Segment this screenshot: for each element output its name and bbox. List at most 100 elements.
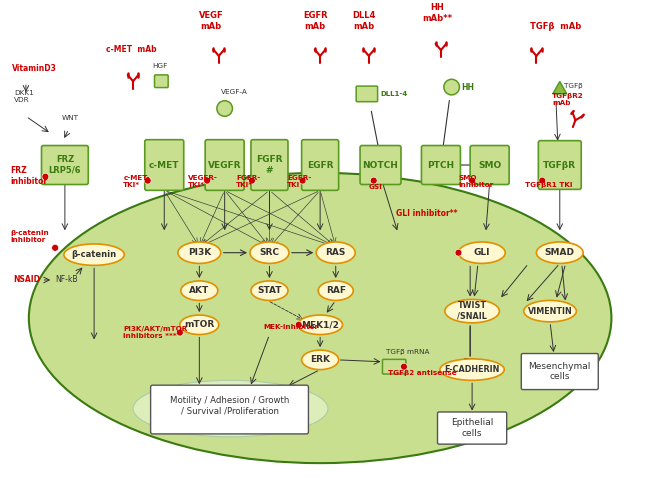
Text: Motility / Adhesion / Growth
/ Survival /Proliferation: Motility / Adhesion / Growth / Survival … <box>170 396 289 415</box>
Text: TGFβ mRNA: TGFβ mRNA <box>386 349 430 355</box>
Text: Epithelial
cells: Epithelial cells <box>451 418 493 438</box>
Circle shape <box>217 101 233 116</box>
Text: HH: HH <box>462 83 474 91</box>
FancyBboxPatch shape <box>42 146 88 184</box>
Ellipse shape <box>133 380 328 437</box>
Text: β-catenin: β-catenin <box>72 250 116 259</box>
Text: NF-kB: NF-kB <box>55 275 77 284</box>
Polygon shape <box>552 81 567 94</box>
Text: MEK-inhibitor: MEK-inhibitor <box>264 324 318 330</box>
Ellipse shape <box>298 315 343 334</box>
Ellipse shape <box>318 281 353 301</box>
FancyBboxPatch shape <box>356 86 378 102</box>
Text: TGFβR: TGFβR <box>543 161 577 169</box>
Text: PTCH: PTCH <box>427 161 454 169</box>
Circle shape <box>176 329 183 336</box>
Text: NSAID: NSAID <box>13 275 40 284</box>
Text: GLI inhibitor**: GLI inhibitor** <box>396 209 458 218</box>
Text: VIMENTIN: VIMENTIN <box>528 307 573 316</box>
Text: EGFR-
TKI: EGFR- TKI <box>287 175 311 188</box>
Text: SMAD: SMAD <box>545 248 575 257</box>
Text: RAS: RAS <box>326 248 346 257</box>
Text: FGFR-
TKI*: FGFR- TKI* <box>237 175 261 188</box>
Text: MEK1/2: MEK1/2 <box>301 320 339 329</box>
Text: c-MET  mAb: c-MET mAb <box>106 45 157 54</box>
Text: GLI: GLI <box>474 248 490 257</box>
FancyBboxPatch shape <box>145 140 184 190</box>
Ellipse shape <box>251 281 288 301</box>
FancyBboxPatch shape <box>302 140 339 190</box>
Ellipse shape <box>440 359 504 380</box>
Text: TGFβ: TGFβ <box>564 83 582 89</box>
Text: mTOR: mTOR <box>184 320 214 329</box>
FancyBboxPatch shape <box>538 141 581 189</box>
Text: VitaminD3: VitaminD3 <box>12 64 57 74</box>
Ellipse shape <box>178 242 221 263</box>
Text: SMO
inhibitor: SMO inhibitor <box>458 175 494 188</box>
Text: EGFR: EGFR <box>307 161 333 169</box>
FancyBboxPatch shape <box>205 140 244 190</box>
Text: VEGF-A: VEGF-A <box>221 89 248 95</box>
Circle shape <box>52 244 58 251</box>
Ellipse shape <box>536 242 583 263</box>
Ellipse shape <box>250 242 289 263</box>
Text: FRZ
inhibitor: FRZ inhibitor <box>10 166 47 185</box>
Text: VEGFR-
TKI*: VEGFR- TKI* <box>188 175 218 188</box>
Ellipse shape <box>302 350 339 370</box>
Circle shape <box>299 177 306 184</box>
Circle shape <box>469 177 476 184</box>
Text: PI3K: PI3K <box>188 248 211 257</box>
Ellipse shape <box>458 242 505 263</box>
Circle shape <box>370 177 377 184</box>
Circle shape <box>248 177 255 184</box>
Circle shape <box>295 321 302 328</box>
Text: STAT: STAT <box>257 286 281 295</box>
Circle shape <box>144 177 151 184</box>
Text: FGFR
#: FGFR # <box>256 155 283 175</box>
Text: SMO: SMO <box>478 161 501 169</box>
Text: GSI: GSI <box>369 184 383 190</box>
Circle shape <box>455 249 462 256</box>
Circle shape <box>203 177 211 184</box>
Text: DLL1-4: DLL1-4 <box>380 91 408 97</box>
Circle shape <box>444 79 460 95</box>
Text: HH
mAb**: HH mAb** <box>422 3 452 23</box>
Text: HGF: HGF <box>153 62 168 69</box>
Circle shape <box>42 173 49 180</box>
FancyBboxPatch shape <box>155 75 168 88</box>
Ellipse shape <box>524 301 577 322</box>
Text: DKK1
VDR: DKK1 VDR <box>14 90 34 103</box>
FancyBboxPatch shape <box>382 360 406 374</box>
Ellipse shape <box>29 173 612 463</box>
Ellipse shape <box>445 300 499 323</box>
Text: SRC: SRC <box>259 248 280 257</box>
Ellipse shape <box>64 244 124 265</box>
FancyBboxPatch shape <box>521 353 598 390</box>
FancyBboxPatch shape <box>360 146 401 184</box>
Text: FRZ
LRP5/6: FRZ LRP5/6 <box>49 155 81 175</box>
Text: TGFβ2 antisense: TGFβ2 antisense <box>388 370 457 377</box>
FancyBboxPatch shape <box>421 146 460 184</box>
Text: c-MET-
TKI*: c-MET- TKI* <box>124 175 150 188</box>
Text: DLL4
mAb: DLL4 mAb <box>352 11 376 30</box>
Text: EGFR
mAb: EGFR mAb <box>303 11 328 30</box>
Text: TGFβR2
mAb: TGFβR2 mAb <box>552 92 584 106</box>
Text: AKT: AKT <box>189 286 209 295</box>
Text: WNT: WNT <box>62 115 79 121</box>
FancyBboxPatch shape <box>251 140 288 190</box>
Text: c-MET: c-MET <box>149 161 179 169</box>
Text: NOTCH: NOTCH <box>363 161 398 169</box>
Text: VEGF
mAb: VEGF mAb <box>199 11 224 30</box>
Text: E-CADHERIN: E-CADHERIN <box>445 365 500 374</box>
Ellipse shape <box>181 281 218 301</box>
Text: TWIST
/SNAIL: TWIST /SNAIL <box>457 302 487 321</box>
Text: TGFβ  mAb: TGFβ mAb <box>530 22 581 30</box>
Text: β-catenin
inhibitor: β-catenin inhibitor <box>10 230 49 243</box>
Text: Mesenchymal
cells: Mesenchymal cells <box>528 362 591 381</box>
FancyBboxPatch shape <box>470 146 509 184</box>
Text: RAF: RAF <box>326 286 346 295</box>
Text: PI3K/AKT/mTOR
inhibitors ***: PI3K/AKT/mTOR inhibitors *** <box>124 326 188 339</box>
Text: VEGFR: VEGFR <box>208 161 241 169</box>
Circle shape <box>539 177 545 184</box>
Ellipse shape <box>317 242 355 263</box>
